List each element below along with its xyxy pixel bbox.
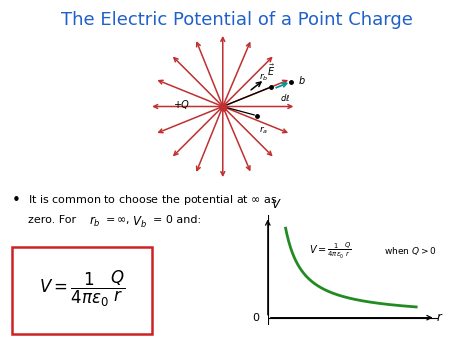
Text: •: • <box>12 193 21 208</box>
Text: $r_a$: $r_a$ <box>259 125 269 136</box>
Text: $d\ell$: $d\ell$ <box>280 92 290 103</box>
Text: +Q: +Q <box>174 100 190 110</box>
Text: $V = \dfrac{1}{4\pi\varepsilon_0}\dfrac{Q}{r}$: $V = \dfrac{1}{4\pi\varepsilon_0}\dfrac{… <box>38 268 125 308</box>
Text: $r_b$: $r_b$ <box>259 71 269 83</box>
Text: $V = \frac{1}{4\pi\varepsilon_0}\frac{Q}{r}$: $V = \frac{1}{4\pi\varepsilon_0}\frac{Q}… <box>310 240 352 261</box>
Text: V: V <box>271 198 279 211</box>
Text: $= \infty,$: $= \infty,$ <box>103 215 131 226</box>
Text: b: b <box>298 76 304 86</box>
Text: It is common to choose the potential at $\infty$ as: It is common to choose the potential at … <box>28 193 278 207</box>
Text: zero. For: zero. For <box>28 215 80 225</box>
Text: The Electric Potential of a Point Charge: The Electric Potential of a Point Charge <box>61 11 413 29</box>
Text: when $Q>0$: when $Q>0$ <box>383 245 436 257</box>
Text: 0: 0 <box>252 313 259 323</box>
FancyBboxPatch shape <box>12 247 152 334</box>
Text: $V_b$: $V_b$ <box>132 215 146 230</box>
Text: r: r <box>437 311 442 324</box>
Text: $r_b$: $r_b$ <box>89 215 101 229</box>
Text: = 0 and:: = 0 and: <box>146 215 201 225</box>
Text: $\vec{E}$: $\vec{E}$ <box>267 62 275 77</box>
